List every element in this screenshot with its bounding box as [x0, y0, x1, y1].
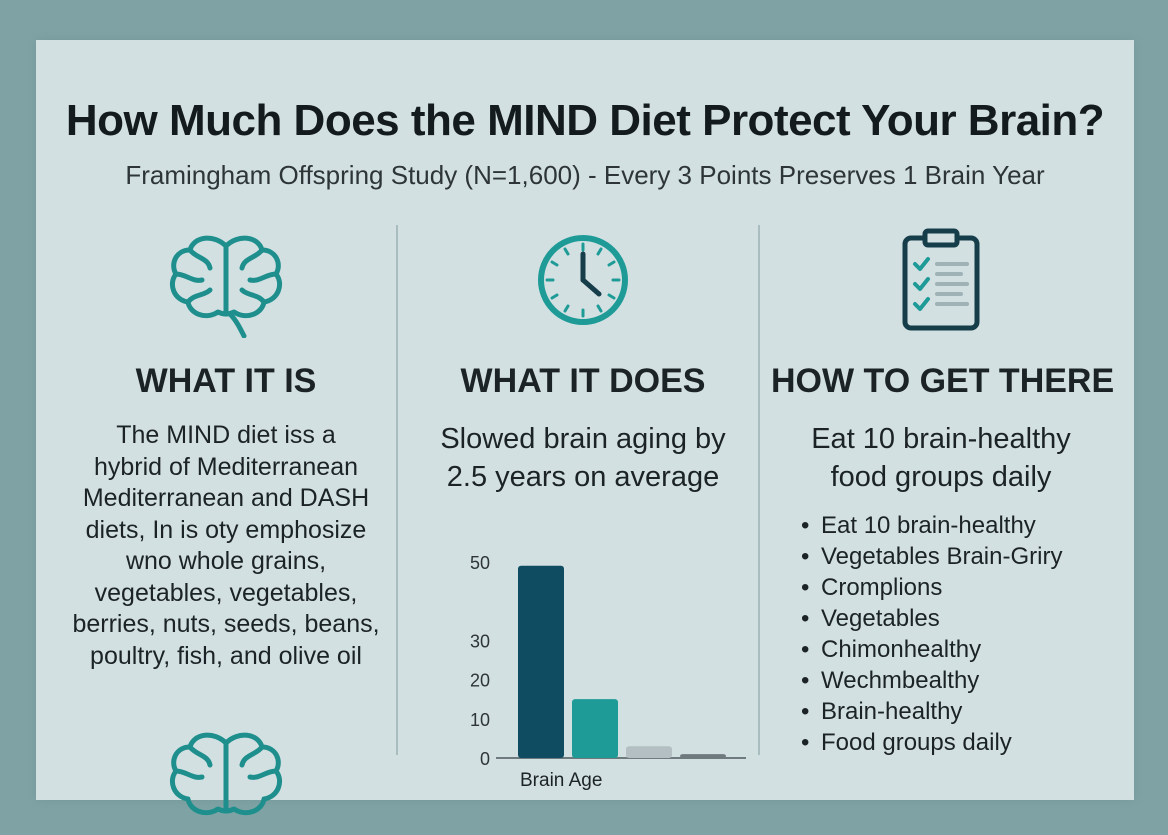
how-to-get-there-heading: HOW TO GET THERE	[771, 362, 1115, 400]
bar	[626, 746, 672, 758]
summary-line: 2.5 years on average	[446, 461, 720, 493]
column-divider-right	[758, 225, 760, 755]
bar	[518, 565, 564, 758]
summary-line: food groups daily	[830, 461, 1052, 493]
what-it-does-summary: Slowed brain aging by 2.5 years on avera…	[408, 420, 758, 496]
list-item: • Vegetables Brain-Griry	[801, 543, 1063, 570]
brain-icon	[56, 228, 396, 338]
y-tick-label: 20	[470, 671, 490, 691]
description-line: berries, nuts, seeds, beans,	[72, 610, 380, 638]
summary-line: Slowed brain aging by	[440, 423, 726, 455]
list-item: • Food groups daily	[801, 729, 1012, 756]
summary-line: Eat 10 brain-healthy	[811, 423, 1071, 455]
description-line: vegetables, vegetables,	[94, 578, 358, 607]
food-group-list: • Eat 10 brain-healthy • Vegetables Brain-…	[801, 510, 1062, 758]
description-line: wno whole grains,	[125, 547, 327, 575]
description-line: diets, In is oty emphosize	[85, 515, 367, 544]
list-item: • Vegetables	[801, 605, 940, 632]
checklist-icon	[771, 228, 1111, 332]
bar	[680, 754, 726, 758]
what-it-does-column: WHAT IT DOES Slowed brain aging by 2.5 y…	[408, 220, 758, 800]
list-item: • Brain-healthy	[801, 698, 963, 725]
what-it-is-column: WHAT IT IS The MIND diet iss a hybrid of…	[56, 220, 396, 816]
y-tick-label: 0	[480, 749, 490, 769]
bar	[572, 699, 618, 758]
y-tick-label: 50	[470, 553, 490, 573]
y-tick-label: 30	[470, 631, 490, 651]
what-it-is-description: The MIND diet iss a hybrid of Mediterran…	[56, 420, 396, 672]
description-line: The MIND diet iss a	[116, 421, 336, 449]
page-title: How Much Does the MIND Diet Protect Your…	[65, 96, 1105, 145]
description-line: hybrid of Mediterranean	[93, 452, 359, 481]
how-to-get-there-column: HOW TO GET THERE Eat 10 brain-healthy fo…	[771, 220, 1115, 800]
what-it-is-heading: WHAT IT IS	[135, 362, 317, 400]
list-item: • Eat 10 brain-healthy	[801, 512, 1036, 539]
description-line: Mediterranean and DASH	[82, 484, 370, 512]
list-item: • Chimonhealthy	[801, 636, 982, 663]
brain-icon	[56, 725, 396, 835]
brain-age-bar-chart: 0 10 20 30 50 Brain Age	[470, 553, 746, 791]
description-line: poultry, fish, and olive oil	[90, 641, 362, 670]
clock-icon	[408, 230, 758, 330]
page-subtitle: Framingham Offspring Study (N=1,600) - E…	[125, 160, 1045, 190]
list-item: • Wechmbealthy	[801, 667, 980, 694]
list-item: • Cromplions	[801, 574, 943, 601]
x-axis-label: Brain Age	[520, 770, 602, 791]
y-tick-label: 10	[470, 710, 490, 730]
what-it-does-heading: WHAT IT DOES	[460, 362, 706, 400]
column-divider-left	[396, 225, 398, 755]
how-to-get-there-summary: Eat 10 brain-healthy food groups daily	[771, 420, 1111, 496]
infographic-card: How Much Does the MIND Diet Protect Your…	[36, 40, 1134, 816]
